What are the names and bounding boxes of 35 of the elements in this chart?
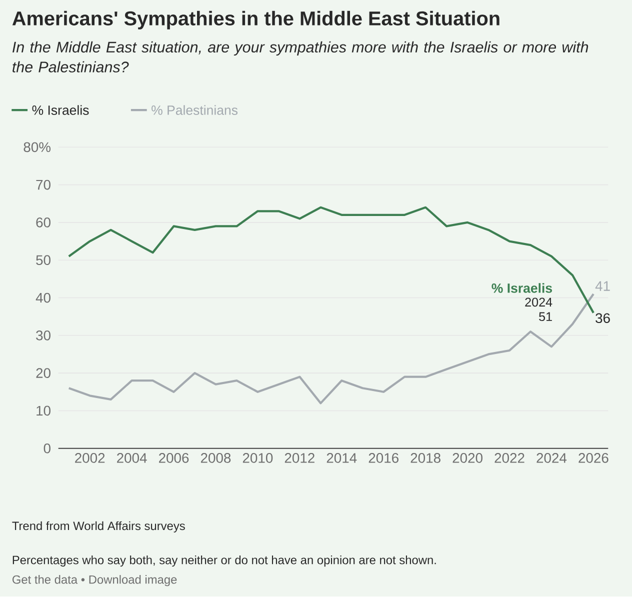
text: Percentages who say both, say neither or do not have an opinion are not shown. [12, 556, 436, 567]
x-tick-label: 2020 [452, 453, 482, 464]
legend-label: % Israelis [32, 105, 89, 116]
x-tick-label: 2018 [410, 453, 440, 464]
x-tick-label: 2016 [368, 453, 398, 464]
annotation: 51 [539, 312, 552, 322]
y-tick-label: 70 [36, 180, 50, 190]
text: Trend from World Affairs surveys [12, 522, 185, 533]
x-tick-label: 2008 [200, 453, 231, 464]
y-tick-label: 10 [36, 406, 50, 416]
y-tick-label: 60 [36, 218, 50, 228]
y-tick-label: 30 [36, 330, 50, 341]
y-tick-label: 50 [36, 255, 50, 266]
x-tick-label: 2010 [242, 453, 273, 464]
y-tick-label: 80% [24, 142, 51, 152]
x-tick-label: 2012 [284, 453, 314, 464]
data-label: 36 [596, 313, 610, 324]
line-series [68, 293, 595, 404]
annotation: 2024 [525, 298, 552, 307]
annotation: % Israelis [492, 283, 552, 294]
x-tick-label: 2026 [578, 453, 608, 464]
y-tick-label: 40 [36, 293, 50, 303]
data-label: 41 [595, 282, 610, 292]
x-tick-label: 2014 [326, 453, 357, 464]
x-tick-label: 2006 [159, 453, 189, 464]
x-tick-label: 2002 [75, 453, 105, 464]
y-tick-label: 0 [44, 444, 50, 454]
legend-label: % Palestinians [152, 105, 238, 116]
text: Get the data • Download image [12, 575, 177, 586]
x-tick-label: 2022 [494, 453, 524, 464]
chart-subtitle: In the Middle East situation, are your sympathies more with the Israelis or more with the Palestinians? [12, 42, 588, 73]
x-tick-label: 2004 [117, 453, 147, 464]
x-tick-label: 2024 [536, 453, 567, 464]
y-tick-label: 20 [36, 368, 50, 378]
chart-title: Americans' Sympathies in the Middle East Situation [12, 11, 500, 30]
